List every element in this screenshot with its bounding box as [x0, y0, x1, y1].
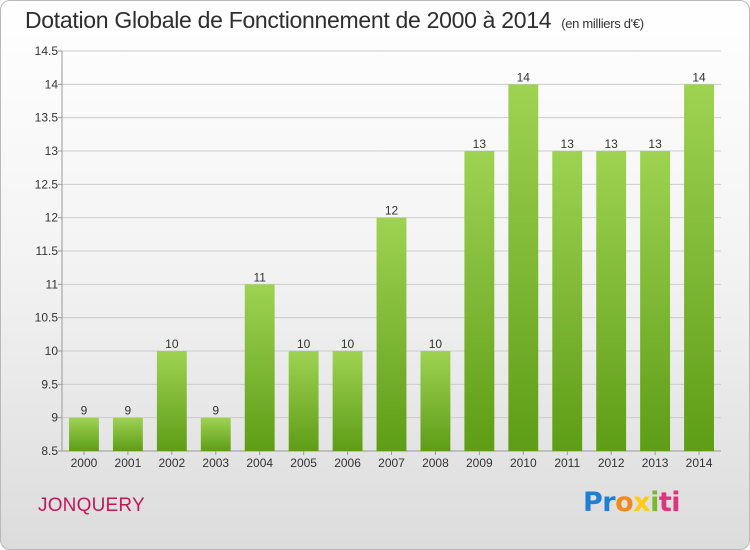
- x-tick-label: 2001: [115, 456, 142, 470]
- bar: [508, 84, 539, 451]
- bar: [244, 284, 275, 451]
- bar: [156, 351, 187, 451]
- bar: [332, 351, 363, 451]
- y-tick-label: 13.5: [35, 111, 59, 125]
- y-tick-label: 8.5: [41, 444, 58, 458]
- data-label: 10: [341, 337, 355, 351]
- logo-part-4: i: [650, 487, 659, 518]
- x-tick-label: 2012: [598, 456, 625, 470]
- y-tick-label: 13: [45, 144, 59, 158]
- bar: [684, 84, 714, 451]
- x-tick-label: 2006: [334, 456, 361, 470]
- x-tick-label: 2010: [510, 456, 537, 470]
- data-label: 10: [297, 337, 311, 351]
- bar: [464, 151, 495, 451]
- x-tick-label: 2008: [422, 456, 449, 470]
- logo-part-2: o: [615, 487, 634, 518]
- data-label: 13: [648, 137, 662, 151]
- bar: [288, 351, 319, 451]
- logo-part-3: x: [633, 487, 651, 518]
- data-label: 13: [604, 137, 618, 151]
- y-tick-label: 11: [46, 277, 59, 291]
- data-label: 10: [429, 337, 443, 351]
- x-tick-label: 2011: [554, 456, 580, 470]
- bar: [640, 151, 671, 451]
- data-label: 13: [561, 137, 575, 151]
- y-tick-label: 14.5: [35, 44, 59, 58]
- data-label: 9: [212, 404, 219, 418]
- bar: [69, 417, 99, 451]
- data-label: 9: [81, 404, 88, 418]
- x-tick-label: 2000: [71, 456, 98, 470]
- logo-part-5: ti: [658, 487, 681, 518]
- y-tick-label: 10.5: [35, 311, 59, 325]
- x-tick-label: 2014: [686, 456, 713, 470]
- y-tick-label: 11.5: [36, 244, 59, 258]
- data-label: 10: [165, 337, 179, 351]
- logo-part-1: Pr: [583, 487, 616, 518]
- y-tick-label: 12.5: [35, 177, 59, 191]
- data-label: 14: [517, 70, 531, 84]
- proxiti-logo: Proxiti: [583, 487, 681, 518]
- y-tick-label: 9: [51, 411, 58, 425]
- x-tick-label: 2009: [466, 456, 493, 470]
- data-label: 9: [125, 404, 132, 418]
- bar: [200, 417, 231, 451]
- data-label: 12: [385, 204, 399, 218]
- y-tick-label: 9.5: [41, 377, 58, 391]
- y-tick-label: 10: [45, 344, 59, 358]
- bar: [112, 417, 143, 451]
- chart-subtitle: (en milliers d'€): [561, 16, 644, 31]
- x-tick-label: 2005: [290, 456, 317, 470]
- labels: 8.5 9 9.5 10 10.5 11 11.5 12 12.5 13 13.5 14 14.5 9 20…: [35, 44, 713, 470]
- chart-title-text: Dotation Globale de Fonctionnement de 20…: [25, 7, 552, 33]
- y-tick-label: 14: [45, 77, 59, 91]
- y-tick-label: 12: [45, 211, 59, 225]
- commune-name: JONQUERY: [38, 495, 145, 516]
- bar: [420, 351, 451, 451]
- chart-title: Dotation Globale de Fonctionnement de 20…: [25, 7, 644, 34]
- data-label: 13: [473, 137, 487, 151]
- x-tick-label: 2013: [642, 456, 669, 470]
- bar: [596, 151, 627, 451]
- x-tick-label: 2002: [158, 456, 185, 470]
- bar: [376, 217, 407, 451]
- bar: [552, 151, 583, 451]
- bars: [69, 84, 714, 451]
- x-tick-label: 2007: [378, 456, 405, 470]
- data-label: 14: [692, 70, 706, 84]
- x-tick-label: 2004: [246, 456, 273, 470]
- x-tick-label: 2003: [202, 456, 229, 470]
- data-label: 11: [253, 270, 266, 284]
